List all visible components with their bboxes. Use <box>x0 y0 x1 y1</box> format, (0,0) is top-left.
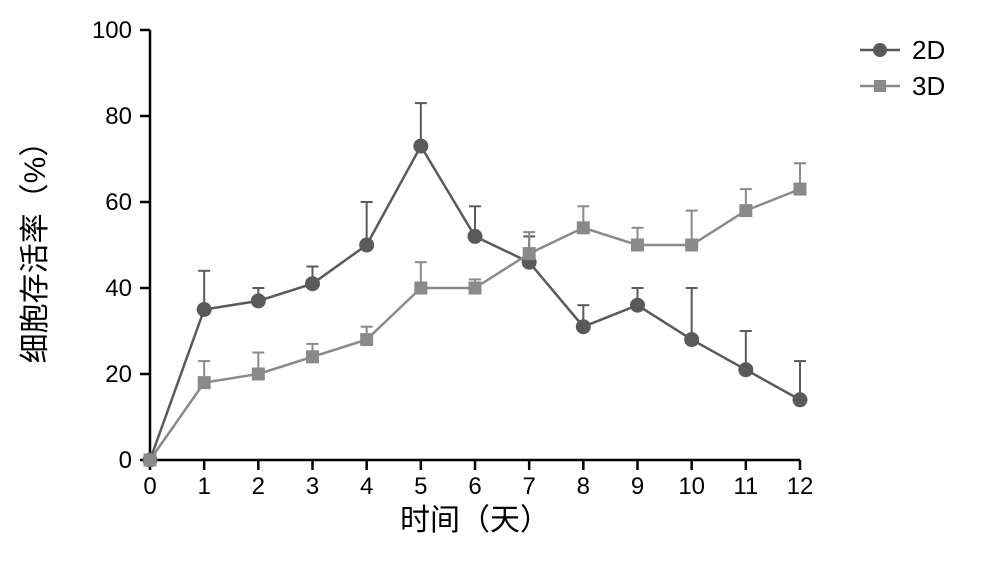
axes <box>150 30 800 460</box>
y-tick-label: 20 <box>105 361 132 388</box>
marker-circle <box>685 333 699 347</box>
legend-label: 2D <box>912 35 945 65</box>
marker-circle <box>414 139 428 153</box>
marker-square <box>307 351 319 363</box>
x-tick-label: 12 <box>787 473 814 500</box>
marker-square <box>523 248 535 260</box>
marker-square <box>252 368 264 380</box>
marker-circle <box>793 393 807 407</box>
marker-circle <box>251 294 265 308</box>
x-tick-label: 11 <box>733 473 758 500</box>
marker-square <box>740 205 752 217</box>
marker-circle <box>631 298 645 312</box>
y-tick-label: 60 <box>105 189 132 216</box>
marker-circle <box>306 277 320 291</box>
legend-marker-square <box>874 80 886 92</box>
x-tick-label: 5 <box>414 473 427 500</box>
marker-circle <box>360 238 374 252</box>
x-tick-label: 4 <box>360 473 373 500</box>
marker-square <box>686 239 698 251</box>
x-tick-label: 8 <box>577 473 590 500</box>
x-tick-label: 10 <box>678 473 705 500</box>
series-line-2D <box>150 146 800 460</box>
marker-square <box>469 282 481 294</box>
x-tick-label: 3 <box>306 473 319 500</box>
chart-container: 0204060801000123456789101112时间（天）细胞存活率（%… <box>0 0 1000 574</box>
y-axis-label: 细胞存活率（%） <box>19 127 52 364</box>
chart-svg: 0204060801000123456789101112时间（天）细胞存活率（%… <box>0 0 1000 574</box>
legend-marker-circle <box>873 43 887 57</box>
x-tick-label: 1 <box>197 473 210 500</box>
marker-square <box>198 377 210 389</box>
x-tick-label: 0 <box>143 473 156 500</box>
marker-square <box>144 454 156 466</box>
x-tick-label: 6 <box>468 473 481 500</box>
x-tick-label: 9 <box>631 473 644 500</box>
x-tick-label: 2 <box>252 473 265 500</box>
marker-square <box>577 222 589 234</box>
marker-circle <box>197 303 211 317</box>
marker-circle <box>468 229 482 243</box>
y-tick-label: 80 <box>105 103 132 130</box>
legend-label: 3D <box>912 71 945 101</box>
marker-square <box>794 183 806 195</box>
marker-circle <box>576 320 590 334</box>
marker-square <box>361 334 373 346</box>
marker-circle <box>739 363 753 377</box>
x-axis-label: 时间（天） <box>400 504 550 537</box>
y-tick-label: 0 <box>119 447 132 474</box>
marker-square <box>415 282 427 294</box>
y-tick-label: 40 <box>105 275 132 302</box>
marker-square <box>632 239 644 251</box>
x-tick-label: 7 <box>522 473 535 500</box>
y-tick-label: 100 <box>92 17 132 44</box>
